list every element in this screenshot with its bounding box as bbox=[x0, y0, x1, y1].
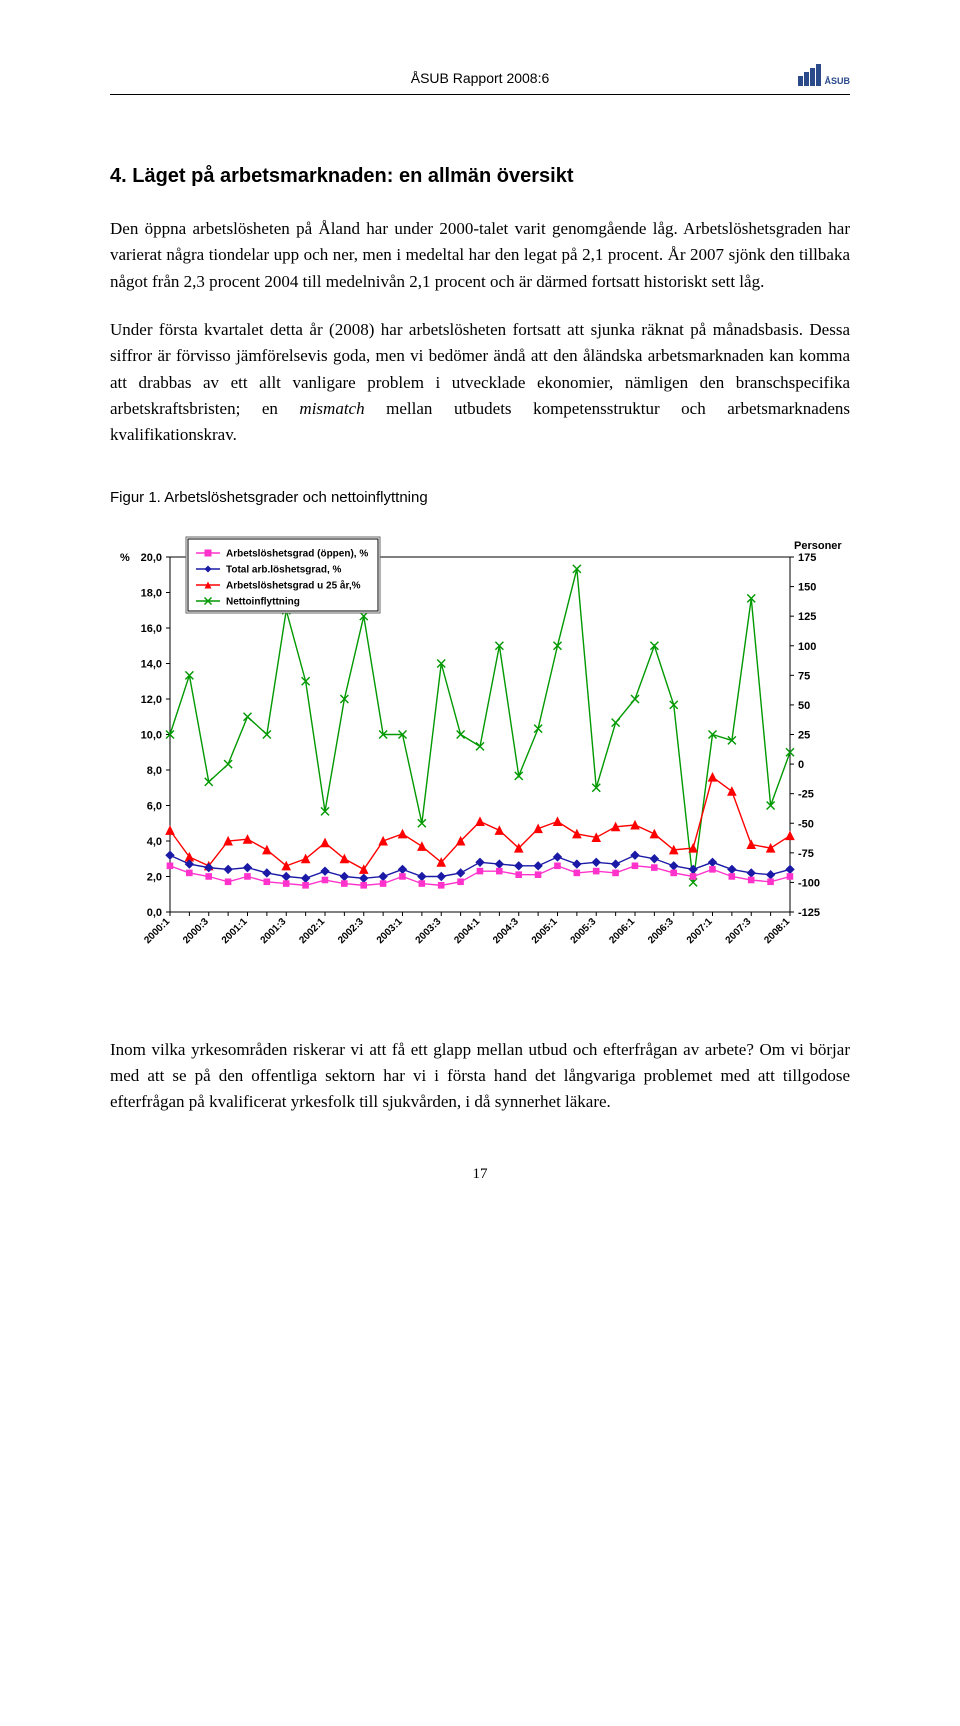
svg-text:12,0: 12,0 bbox=[141, 694, 162, 706]
svg-text:-50: -50 bbox=[798, 818, 814, 830]
svg-text:50: 50 bbox=[798, 700, 810, 712]
page-number: 17 bbox=[110, 1166, 850, 1183]
section-heading: 4. Läget på arbetsmarknaden: en allmän ö… bbox=[110, 165, 850, 188]
svg-text:Nettoinflyttning: Nettoinflyttning bbox=[226, 596, 300, 607]
header-rule bbox=[110, 94, 850, 95]
svg-text:Arbetslöshetsgrad u 25 år,%: Arbetslöshetsgrad u 25 år,% bbox=[226, 579, 361, 591]
figure-caption: Figur 1. Arbetslöshetsgrader och nettoin… bbox=[110, 489, 850, 506]
svg-text:Total arb.löshetsgrad, %: Total arb.löshetsgrad, % bbox=[226, 564, 341, 575]
svg-text:%: % bbox=[120, 552, 130, 564]
paragraph-2: Under första kvartalet detta år (2008) h… bbox=[110, 317, 850, 449]
svg-text:125: 125 bbox=[798, 611, 816, 623]
svg-text:-125: -125 bbox=[798, 907, 820, 919]
svg-text:14,0: 14,0 bbox=[141, 658, 162, 670]
svg-text:150: 150 bbox=[798, 581, 816, 593]
svg-text:16,0: 16,0 bbox=[141, 623, 162, 635]
svg-text:75: 75 bbox=[798, 670, 810, 682]
svg-text:4,0: 4,0 bbox=[147, 836, 162, 848]
logo-text: ÅSUB bbox=[824, 76, 850, 86]
asub-logo: ÅSUB bbox=[798, 64, 850, 86]
svg-text:6,0: 6,0 bbox=[147, 800, 162, 812]
paragraph-2-em: mismatch bbox=[299, 399, 364, 418]
svg-text:8,0: 8,0 bbox=[147, 765, 162, 777]
paragraph-1: Den öppna arbetslösheten på Åland har un… bbox=[110, 216, 850, 295]
svg-text:18,0: 18,0 bbox=[141, 587, 162, 599]
svg-text:-25: -25 bbox=[798, 788, 814, 800]
svg-text:-75: -75 bbox=[798, 848, 814, 860]
svg-text:-100: -100 bbox=[798, 877, 820, 889]
unemployment-chart: 0,0 2,0 4,0 6,0 8,0 10,0 12,0 14,0 16,0 18,0 20,0%… bbox=[110, 532, 850, 997]
svg-text:10,0: 10,0 bbox=[141, 729, 162, 741]
report-title: ÅSUB Rapport 2008:6 bbox=[411, 70, 550, 86]
svg-text:Personer: Personer bbox=[794, 540, 842, 552]
svg-text:Arbetslöshetsgrad (öppen), %: Arbetslöshetsgrad (öppen), % bbox=[226, 548, 368, 559]
paragraph-3: Inom vilka yrkesområden riskerar vi att … bbox=[110, 1037, 850, 1116]
svg-text:0,0: 0,0 bbox=[147, 907, 162, 919]
svg-text:175: 175 bbox=[798, 552, 816, 564]
svg-text:100: 100 bbox=[798, 641, 816, 653]
svg-text:2,0: 2,0 bbox=[147, 871, 162, 883]
svg-text:25: 25 bbox=[798, 729, 810, 741]
svg-text:20,0: 20,0 bbox=[141, 552, 162, 564]
svg-text:0: 0 bbox=[798, 759, 804, 771]
